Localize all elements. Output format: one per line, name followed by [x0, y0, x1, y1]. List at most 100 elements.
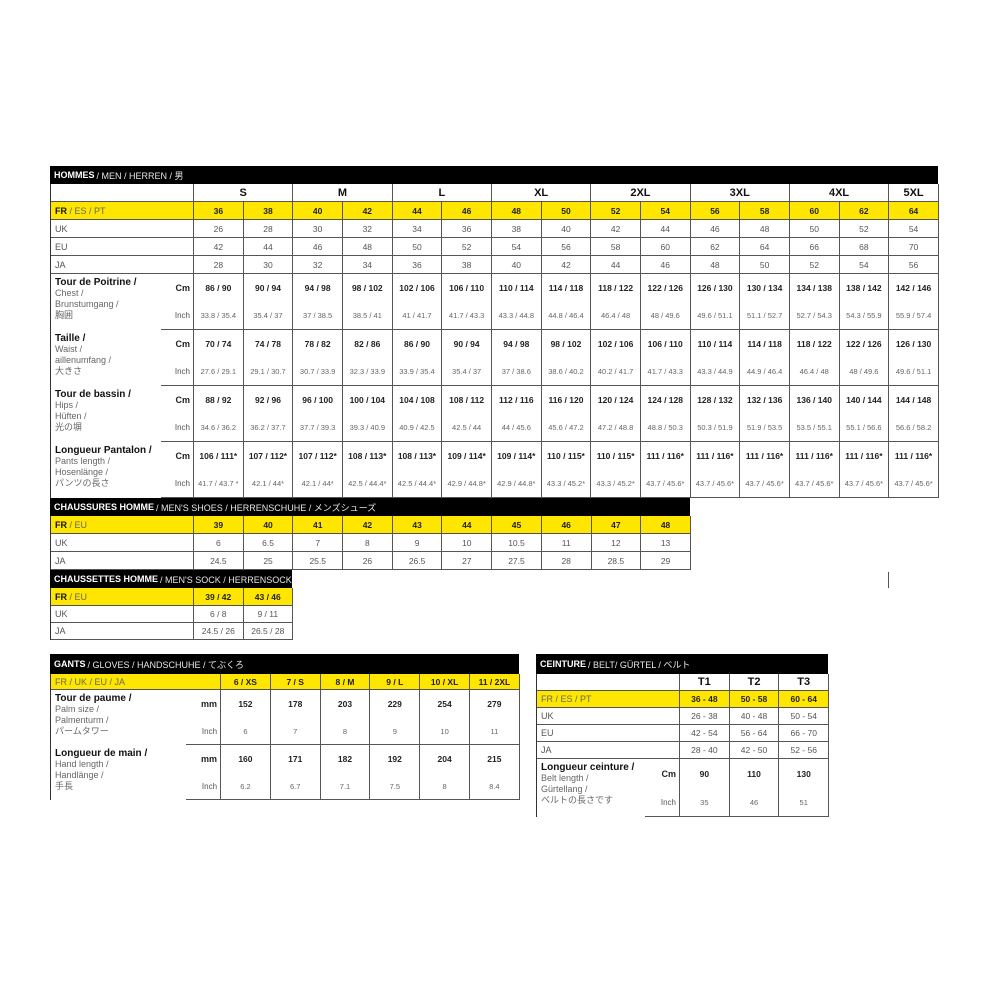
measure-cell: 126 / 130 — [889, 330, 939, 358]
row-label: FR / ES / PT — [51, 202, 194, 220]
measure-row-secondary: Inch 33.8 / 35.4 35.4 / 37 37 / 38.5 38.5 / … — [51, 302, 939, 330]
size-cell: 44 — [591, 256, 641, 274]
measure-cell: 32.3 / 33.9 — [342, 358, 393, 386]
row-label: FR / UK / EU / JA — [51, 674, 222, 690]
size-cell: 36 — [442, 220, 492, 238]
measure-cell: 7.5 — [370, 773, 421, 800]
measure-cell: 49.6 / 51.1 — [889, 358, 939, 386]
size-cell: 28.5 — [591, 552, 642, 570]
size-cell: 48 — [690, 256, 741, 274]
measure-name-line: Hosenlänge / — [55, 467, 109, 477]
measure-cell: 108 / 112 — [442, 386, 492, 414]
measure-cell: 35.4 / 37 — [243, 302, 294, 330]
measure-cell: 43.7 / 45.6* — [889, 470, 939, 498]
measure-cell: 122 / 126 — [840, 330, 890, 358]
divider-mark — [888, 572, 889, 588]
men-size-table: HOMMES / MEN / HERREN / 男 S M L XL 2XL 3XL 4XL 5X… — [50, 166, 939, 498]
measure-cell: 104 / 108 — [393, 386, 443, 414]
size-row-uk: UK 6 6.5 7 8 9 10 10.5 11 12 13 — [51, 534, 691, 552]
size-group-l: L — [392, 184, 492, 202]
size-group-2xl: 2XL — [591, 184, 691, 202]
measure-cell: 90 / 94 — [244, 274, 294, 302]
size-cell: 56 — [541, 238, 592, 256]
size-group-4xl: 4XL — [789, 184, 890, 202]
measure-cell: 8 — [420, 773, 470, 800]
measure-name-bold: Tour de paume / — [55, 693, 132, 704]
measure-cell: 49.6 / 51.1 — [690, 302, 741, 330]
measure-name-line: 胸囲 — [55, 310, 74, 320]
size-cell: 46 — [640, 256, 691, 274]
measure-cell: 43.7 / 45.6* — [740, 470, 790, 498]
size-cell: 42 — [591, 220, 641, 238]
unit-label: mm — [186, 745, 222, 773]
size-cell: 56 — [889, 256, 939, 274]
size-group-3xl: 3XL — [690, 184, 790, 202]
measure-name-line: Chest / — [55, 288, 84, 298]
size-cell: 28 — [194, 256, 244, 274]
measure-cell: 254 — [420, 690, 470, 718]
measure-name-line: Hand length / — [55, 759, 109, 769]
size-cell: 11 — [541, 534, 592, 552]
empty-cell — [51, 184, 194, 202]
measure-cell: 116 / 120 — [542, 386, 592, 414]
size-cell: 60 - 64 — [779, 691, 830, 708]
measure-cell: 82 / 86 — [343, 330, 393, 358]
measure-cell: 43.3 / 45.2* — [591, 470, 641, 498]
measure-cell: 128 / 132 — [691, 386, 741, 414]
row-label-rest: / EU — [67, 519, 88, 530]
measure-cell: 98 / 102 — [542, 330, 592, 358]
title-bold: HOMMES — [54, 170, 95, 180]
measure-cell: 43.7 / 45.6* — [640, 470, 691, 498]
row-label-bold: FR — [55, 205, 67, 216]
fr-size-row: FR / EU 39 / 42 43 / 46 — [51, 588, 294, 606]
empty-cell — [537, 674, 680, 691]
measure-cell: 86 / 90 — [393, 330, 443, 358]
measure-cell: 47.2 / 48.8 — [591, 414, 641, 442]
row-label-rest: FR / UK / EU / JA — [55, 676, 126, 687]
size-cell: 6 / XS — [221, 674, 271, 690]
row-label: FR / EU — [51, 516, 195, 534]
measure-cell: 136 / 140 — [790, 386, 840, 414]
size-cell: 46 — [293, 238, 343, 256]
measure-cell: 142 / 146 — [889, 274, 939, 302]
measure-cell: 27.6 / 29.1 — [194, 358, 244, 386]
size-cell: 24.5 / 26 — [194, 623, 244, 640]
measure-cell: 41.7 / 43.7 * — [194, 470, 244, 498]
measure-name-line: Brunstumgang / — [55, 299, 119, 309]
unit-label: Cm — [161, 386, 194, 414]
size-cell: 25.5 — [293, 552, 344, 570]
measure-name-line: Palm size / — [55, 704, 100, 714]
size-cell: 26 — [343, 552, 393, 570]
size-cell: 43 — [392, 516, 443, 534]
unit-label: Cm — [645, 759, 680, 788]
size-cell: 50 — [740, 256, 790, 274]
fr-size-row: FR / ES / PT 36 - 48 50 - 58 60 - 64 — [537, 691, 830, 708]
measure-cell: 52.7 / 54.3 — [789, 302, 840, 330]
size-cell: 36 - 48 — [680, 691, 730, 708]
measure-cell: 39.3 / 40.9 — [342, 414, 393, 442]
measure-cell: 100 / 104 — [343, 386, 393, 414]
measure-cell: 55.1 / 56.6 — [839, 414, 890, 442]
socks-title-bar: CHAUSSETTES HOMME / MEN'S SOCK / HERRENSO… — [50, 570, 292, 588]
measure-name-line: 大きさ — [55, 366, 83, 376]
measure-name-line: Handlänge / — [55, 770, 104, 780]
measure-name-line: Hips / — [55, 400, 79, 410]
measure-cell: 111 / 116* — [840, 442, 890, 470]
size-cell: 39 — [194, 516, 244, 534]
measure-cell: 8.4 — [470, 773, 520, 800]
row-label: UK — [537, 708, 680, 725]
row-label: JA — [537, 742, 680, 759]
measure-cell: 41.7 / 43.3 — [640, 358, 691, 386]
measure-cell: 138 / 142 — [840, 274, 890, 302]
measure-cell: 171 — [271, 745, 321, 773]
unit-label: Cm — [161, 442, 194, 470]
size-cell: 68 — [839, 238, 890, 256]
row-label-rest: / ES / PT — [67, 205, 106, 216]
size-cell: 48 — [491, 202, 542, 220]
measure-cell: 130 — [779, 759, 830, 788]
measure-cell: 118 / 122 — [591, 274, 641, 302]
size-cell: 43 / 46 — [243, 588, 294, 606]
size-cell: 62 — [690, 238, 741, 256]
size-cell: 42 - 54 — [680, 725, 730, 742]
